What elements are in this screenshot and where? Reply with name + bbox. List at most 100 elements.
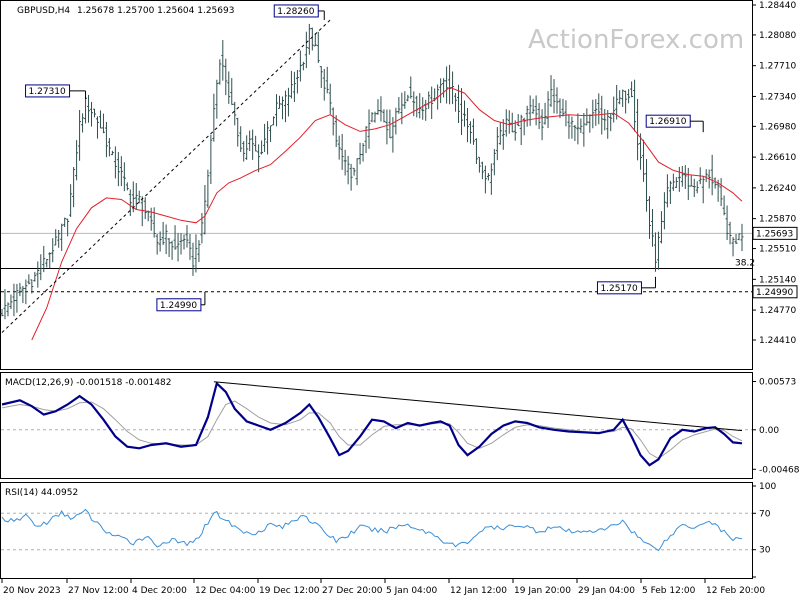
ohlc-bar [298,50,302,82]
moving-average [1,19,743,341]
ohlc-bar [403,91,407,109]
ohlc-bar [576,113,580,145]
ohlc-bar [665,174,669,208]
x-tick-label: 12 Dec 04:00 [195,586,256,596]
ohlc-bar [379,96,383,122]
ohlc-bar [176,233,180,262]
ohlc-bar [206,169,210,208]
ohlc-bar [95,116,99,139]
x-tick-label: 4 Dec 20:00 [132,586,187,596]
rsi-line [1,508,743,552]
ohlc-bar [170,240,174,260]
ohlc-bar [448,64,452,105]
ohlc-bar [427,91,431,109]
ohlc-bar [224,58,228,96]
ma-line [31,86,743,341]
ohlc-bar [585,108,589,126]
ohlc-bar [483,165,487,194]
ohlc-bar [627,89,631,104]
ohlc-bar [116,152,120,187]
ohlc-bar [370,112,374,123]
ohlc-values: 1.25678 1.25700 1.25604 1.25693 [77,6,234,16]
ohlc-bar [30,279,34,294]
ohlc-bar [519,114,523,146]
ohlc-bar [397,96,401,114]
ohlc-bar [731,237,735,257]
ohlc-bar [75,140,79,181]
ohlc-bar [72,167,76,208]
ohlc-bar [430,86,434,120]
ohlc-bar [591,99,595,129]
price-annotation: 1.25170 [596,276,656,295]
rsi-tick-label: 70 [759,509,771,519]
ohlc-bar [564,100,568,127]
ohlc-bar [149,207,153,231]
ohlc-bar [275,94,279,127]
ohlc-bar [134,183,138,210]
ohlc-bar [528,95,532,126]
ohlc-bar [173,225,177,250]
ohlc-bar [504,109,508,137]
ohlc-bar [251,129,255,160]
ohlc-bar [343,149,347,176]
annotation-label: 1.25170 [600,284,637,294]
price-tick-label: 1.28080 [759,31,796,41]
ohlc-bar [421,97,425,120]
ohlc-bar [39,254,43,281]
ohlc-bar [334,115,338,148]
ohlc-bar [531,98,535,114]
ohlc-bar [680,165,684,187]
x-tick-label: 19 Jan 20:00 [514,586,571,596]
ohlc-bar [719,178,723,207]
ohlc-bar [573,124,577,142]
ohlc-bar [552,79,556,114]
ohlc-bar [495,127,499,161]
ohlc-bar [406,94,410,102]
ohlc-bar [18,282,22,297]
price-annotation: 1.27310 [25,84,87,99]
ohlc-bar [27,274,31,285]
ohlc-bar [15,283,19,313]
ohlc-bar [24,279,28,305]
price-tick-label: 1.28440 [759,1,796,11]
x-tick-label: 27 Dec 20:00 [322,586,383,596]
ohlc-bar [310,27,314,51]
ohlc-bar [501,119,505,150]
annotation-label: 1.27310 [29,87,66,97]
ohlc-bar [710,154,714,196]
x-tick-label: 27 Nov 12:00 [68,586,129,596]
ohlc-bar [492,148,496,176]
ohlc-bar [107,138,111,157]
ohlc-bar [468,121,472,144]
ohlc-bar [227,71,231,104]
ohlc-bar [409,76,413,99]
ohlc-bar [358,142,362,165]
ohlc-bar [579,118,583,133]
ohlc-bar [101,113,105,134]
ohlc-bar [286,87,290,117]
price-annotations: 1.27310 1.28260 1.24990 1.26910 1.25170 [25,4,704,312]
ohlc-bar [60,223,64,251]
ohlc-bar [382,109,386,123]
ohlc-bar [546,91,550,129]
ohlc-bar [606,110,610,139]
ohlc-bar [695,181,699,194]
ohlc-bar [349,163,353,191]
ohlc-bar [701,176,705,204]
price-tick-label: 1.25140 [759,275,796,285]
ohlc-bar [460,88,464,136]
ohlc-bar [465,107,469,143]
ohlc-bar [197,240,201,263]
price-tick-label: 1.24770 [759,306,796,316]
ohlc-bar [304,31,308,69]
ohlc-bar [603,109,607,131]
price-annotation: 1.28260 [273,4,325,20]
ohlc-bar [36,261,40,288]
ohlc-bar [489,163,493,195]
ohlc-bar [424,99,428,121]
ohlc-bar [87,94,91,123]
price-annotation: 1.24990 [156,291,206,312]
x-tick-label: 12 Feb 20:00 [706,586,765,596]
x-tick-label: 5 Jan 04:00 [386,586,438,596]
